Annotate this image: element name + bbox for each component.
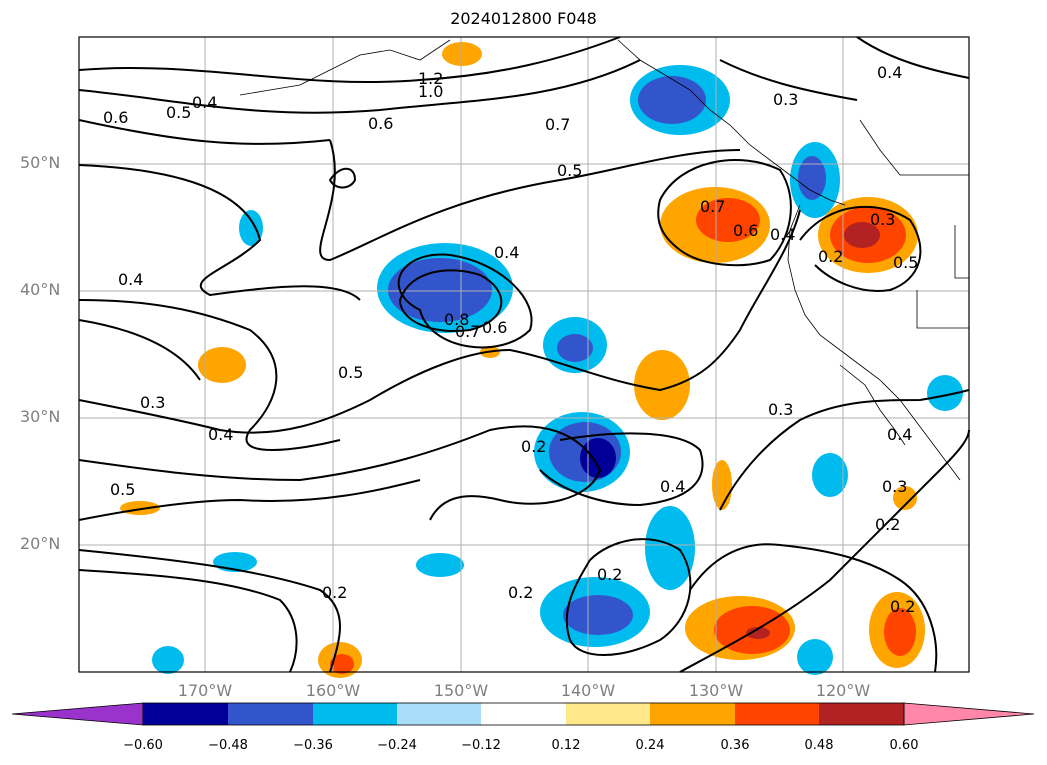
anomaly-blue	[557, 334, 593, 362]
lat-label: 40°N	[20, 280, 61, 299]
contour-label: 0.4	[887, 425, 912, 444]
lat-label: 30°N	[20, 407, 61, 426]
colorbar-tick-label: 0.12	[551, 738, 581, 753]
contour-label: 0.6	[103, 108, 128, 127]
map-title: 2024012800 F048	[450, 9, 597, 28]
anomaly-blue	[927, 375, 963, 411]
lon-label: 170°W	[177, 681, 233, 700]
anomaly-blue	[797, 639, 833, 675]
map-frame	[78, 36, 970, 673]
lon-label: 140°W	[560, 681, 616, 700]
colorbar-tick-label: −0.12	[461, 738, 501, 753]
lon-label: 150°W	[433, 681, 489, 700]
contour-label: 0.8	[444, 310, 469, 329]
lon-label: 130°W	[688, 681, 744, 700]
colorbar-extend-low	[11, 702, 144, 726]
contours	[78, 36, 970, 673]
contour-label: 0.4	[208, 425, 233, 444]
colorbar-bin	[228, 703, 313, 725]
contour-label: 0.2	[875, 515, 900, 534]
anomaly-blue	[798, 156, 826, 200]
contour-label: 0.5	[110, 480, 135, 499]
colorbar-tick-label: 0.48	[804, 738, 834, 753]
contour-label: 0.4	[192, 93, 217, 112]
colorbar-tick-label: −0.36	[293, 738, 333, 753]
anomaly-orange	[442, 42, 482, 66]
contour-label: 0.2	[322, 583, 347, 602]
anomaly-blue	[416, 553, 464, 577]
contour-label: 0.2	[890, 597, 915, 616]
anomaly-darkred	[844, 222, 880, 248]
anomaly-blue	[812, 453, 848, 497]
anomaly-red	[696, 198, 760, 242]
colorbar-bin	[481, 703, 566, 725]
anomaly-blue	[563, 595, 633, 635]
contour-label: 0.4	[494, 243, 519, 262]
anomaly-red	[330, 654, 354, 674]
colorbar-extend-high	[903, 702, 1035, 726]
contour-label: 0.4	[877, 63, 902, 82]
contour-label: 0.7	[545, 115, 570, 134]
contour-label: 0.4	[118, 270, 143, 289]
lat-label: 20°N	[20, 534, 61, 553]
contour-label: 0.7	[455, 322, 480, 341]
anomaly-blue	[645, 506, 695, 590]
contour-label: 0.2	[508, 583, 533, 602]
contour-label: 0.3	[870, 210, 895, 229]
colorbar-tick-label: −0.24	[377, 738, 417, 753]
colorbar-bin	[650, 703, 735, 725]
colorbar-bin	[566, 703, 650, 725]
contour-label: 0.2	[597, 565, 622, 584]
coastlines	[239, 39, 969, 481]
contour-label: 0.6	[482, 318, 507, 337]
anomaly-orange	[893, 486, 917, 510]
contour-label: 0.7	[700, 197, 725, 216]
contour-label: 0.2	[818, 247, 843, 266]
lon-label: 120°W	[815, 681, 871, 700]
anomaly-red	[884, 608, 916, 656]
colorbar-bin	[819, 703, 904, 725]
anomaly-orange	[634, 350, 690, 420]
contour-label: 0.6	[368, 114, 393, 133]
colorbar-bin	[143, 703, 228, 725]
contour-label: 0.6	[733, 221, 758, 240]
contour-label: 1.2	[418, 69, 443, 88]
contour-label: 0.3	[773, 90, 798, 109]
colorbar-tick-label: −0.48	[208, 738, 248, 753]
lat-label: 50°N	[20, 153, 61, 172]
anomaly-orange	[712, 460, 732, 510]
colorbar-tick-label: 0.24	[635, 738, 665, 753]
colorbar-tick-label: −0.60	[123, 738, 163, 753]
anomaly-orange	[198, 347, 246, 383]
anomaly-navy	[580, 438, 616, 478]
colorbar	[11, 702, 1035, 726]
colorbar-bin	[397, 703, 481, 725]
contour-label: 0.3	[882, 477, 907, 496]
contour-label: 0.5	[557, 161, 582, 180]
anomaly-blue	[152, 646, 184, 674]
contour-label: 0.5	[166, 103, 191, 122]
contour-label: 0.3	[768, 400, 793, 419]
contour-labels: 1.2 1.0 0.6 0.4 0.5 0.6 0.7 0.3 0.4 0.5 …	[103, 63, 918, 616]
colorbar-bin	[735, 703, 819, 725]
colorbar-tick-label: 0.36	[720, 738, 750, 753]
contour-label: 0.5	[338, 363, 363, 382]
contour-label: 0.4	[770, 225, 795, 244]
contour-label: 0.4	[660, 477, 685, 496]
anomaly-blue	[239, 210, 263, 246]
contour-label: 0.2	[521, 437, 546, 456]
colorbar-bin	[313, 703, 397, 725]
anomaly-blue	[638, 76, 706, 124]
contour-label: 0.3	[140, 393, 165, 412]
contour-label: 1.0	[418, 82, 443, 101]
colorbar-tick-label: 0.60	[889, 738, 919, 753]
anomaly-darkred	[746, 627, 770, 639]
lon-label: 160°W	[305, 681, 361, 700]
contour-label: 0.5	[893, 253, 918, 272]
